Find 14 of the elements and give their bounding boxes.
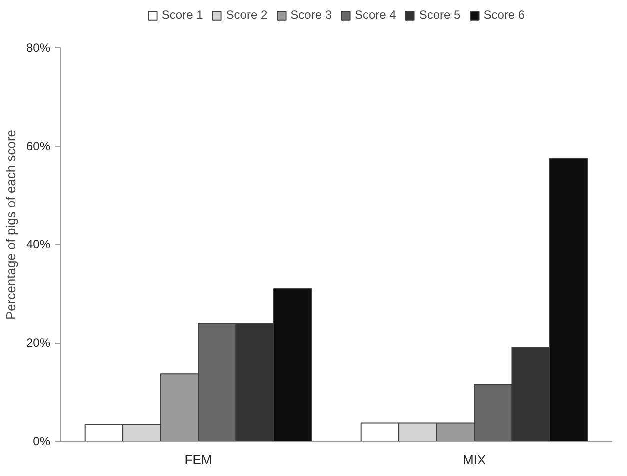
legend-label: Score 1 — [162, 8, 204, 22]
y-tick-label: 80% — [26, 40, 51, 55]
legend-label: Score 5 — [419, 8, 461, 22]
legend-label: Score 2 — [226, 8, 268, 22]
y-tick-label: 60% — [26, 139, 51, 154]
x-tick-label: FEM — [184, 452, 212, 468]
legend-label: Score 6 — [484, 8, 526, 22]
y-tick-label: 40% — [26, 238, 51, 252]
legend-label: Score 4 — [355, 8, 396, 22]
y-axis-title: Percentage of pigs of each score — [3, 130, 18, 320]
y-tick-label: 20% — [26, 336, 51, 350]
y-tick-label: 0% — [33, 434, 51, 448]
legend-label: Score 3 — [290, 8, 332, 22]
x-tick-label: MIX — [462, 452, 486, 468]
